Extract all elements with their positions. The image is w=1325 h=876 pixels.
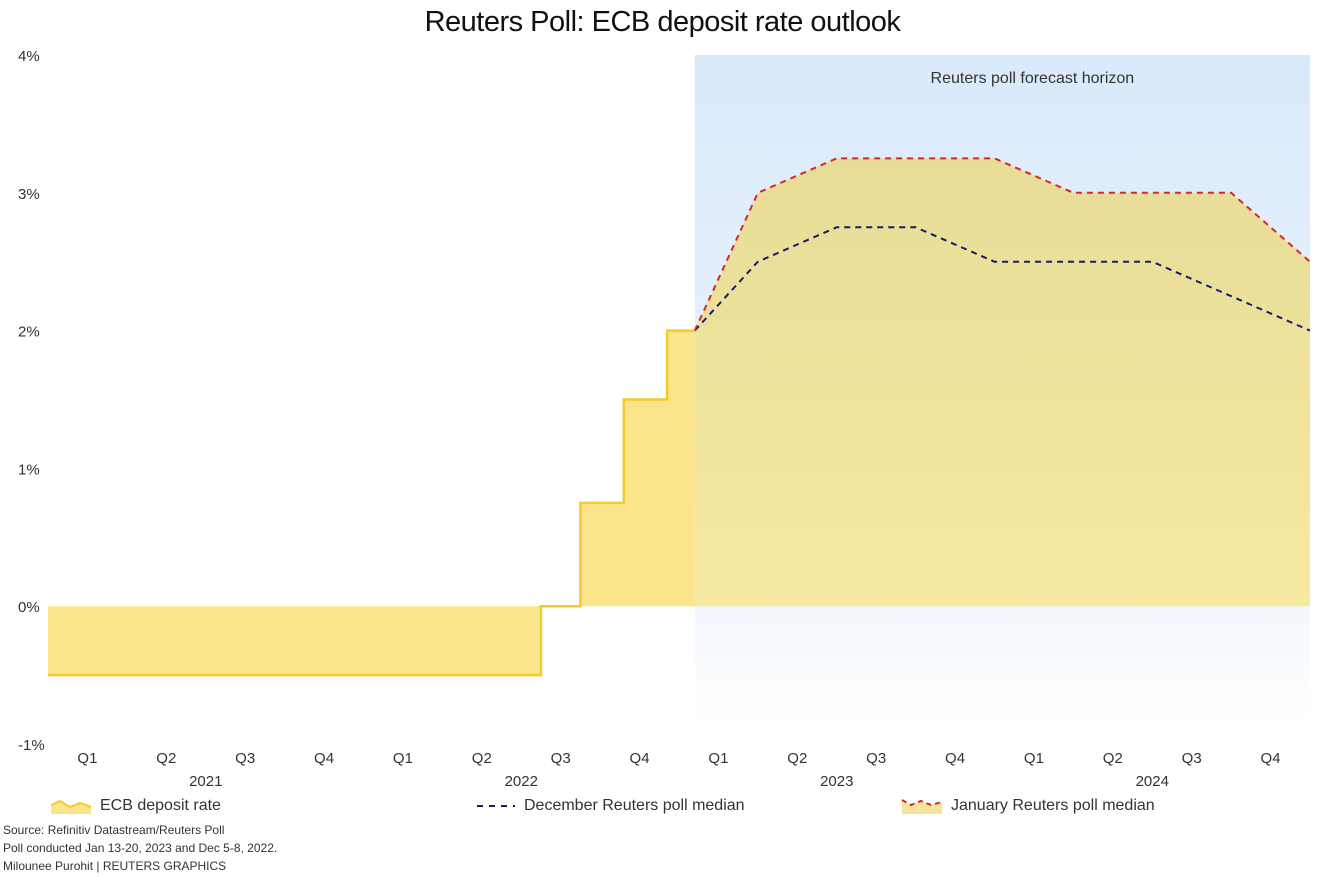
- line-layer: [48, 157, 1311, 677]
- chart-title: Reuters Poll: ECB deposit rate outlook: [424, 6, 901, 38]
- credit-line: Milounee Purohit | REUTERS GRAPHICS: [3, 859, 227, 873]
- x-tick-label: Q4: [1261, 750, 1281, 767]
- x-tick-label: Q3: [235, 750, 255, 767]
- ecb-deposit-rate-area: [48, 330, 695, 676]
- year-label: 2023: [820, 773, 853, 790]
- x-tick-label: Q2: [156, 750, 176, 767]
- year-label: 2022: [505, 773, 538, 790]
- y-tick-label: 3%: [18, 186, 40, 203]
- january-median-area: [694, 158, 1310, 607]
- legend-label: December Reuters poll median: [524, 797, 745, 814]
- y-tick-label: 1%: [18, 461, 40, 478]
- december-median-dash-icon: [477, 805, 515, 807]
- year-label: 2024: [1136, 773, 1169, 790]
- x-tick-label: Q1: [393, 750, 413, 767]
- x-tick-label: Q2: [787, 750, 807, 767]
- x-tick-label: Q3: [866, 750, 886, 767]
- y-tick-label: 0%: [18, 599, 40, 616]
- january-median-line: [693, 157, 1311, 332]
- x-tick-label: Q4: [630, 750, 650, 767]
- x-tick-label: Q1: [1024, 750, 1044, 767]
- y-tick-label: -1%: [18, 737, 45, 754]
- legend-label: January Reuters poll median: [951, 797, 1155, 814]
- legend-item-ecb-deposit-rate: ECB deposit rate: [50, 797, 221, 815]
- january-median-swatch-icon: [901, 799, 943, 814]
- legend-label: ECB deposit rate: [100, 797, 221, 814]
- x-tick-label: Q4: [945, 750, 965, 767]
- y-tick-label: 4%: [18, 48, 40, 65]
- ecb-deposit-rate-swatch-icon: [50, 799, 92, 814]
- x-tick-label: Q1: [708, 750, 728, 767]
- y-tick-label: 2%: [18, 324, 40, 341]
- forecast-horizon-label: Reuters poll forecast horizon: [931, 70, 1135, 87]
- axes-layer: 4% 3% 2% 1% 0% -1% Q1 Q2 Q3 Q4 Q1 Q2 Q3 Q4 Q1 Q2 Q3 Q4 Q1 Q…: [18, 48, 1281, 790]
- legend-item-december-median: December Reuters poll median: [476, 797, 745, 815]
- x-tick-label: Q3: [1182, 750, 1202, 767]
- year-label: 2021: [189, 773, 222, 790]
- x-tick-label: Q2: [1103, 750, 1123, 767]
- x-tick-label: Q2: [472, 750, 492, 767]
- december-median-line: [694, 226, 1311, 332]
- x-tick-label: Q4: [314, 750, 334, 767]
- x-tick-label: Q1: [77, 750, 97, 767]
- source-line: Source: Refinitiv Datastream/Reuters Pol…: [3, 823, 225, 837]
- ecb-deposit-rate-line: [48, 329, 695, 677]
- area-layer: [48, 158, 1310, 676]
- poll-dates-line: Poll conducted Jan 13-20, 2023 and Dec 5…: [3, 841, 278, 855]
- x-tick-label: Q3: [551, 750, 571, 767]
- legend-item-january-median: January Reuters poll median: [901, 797, 1155, 815]
